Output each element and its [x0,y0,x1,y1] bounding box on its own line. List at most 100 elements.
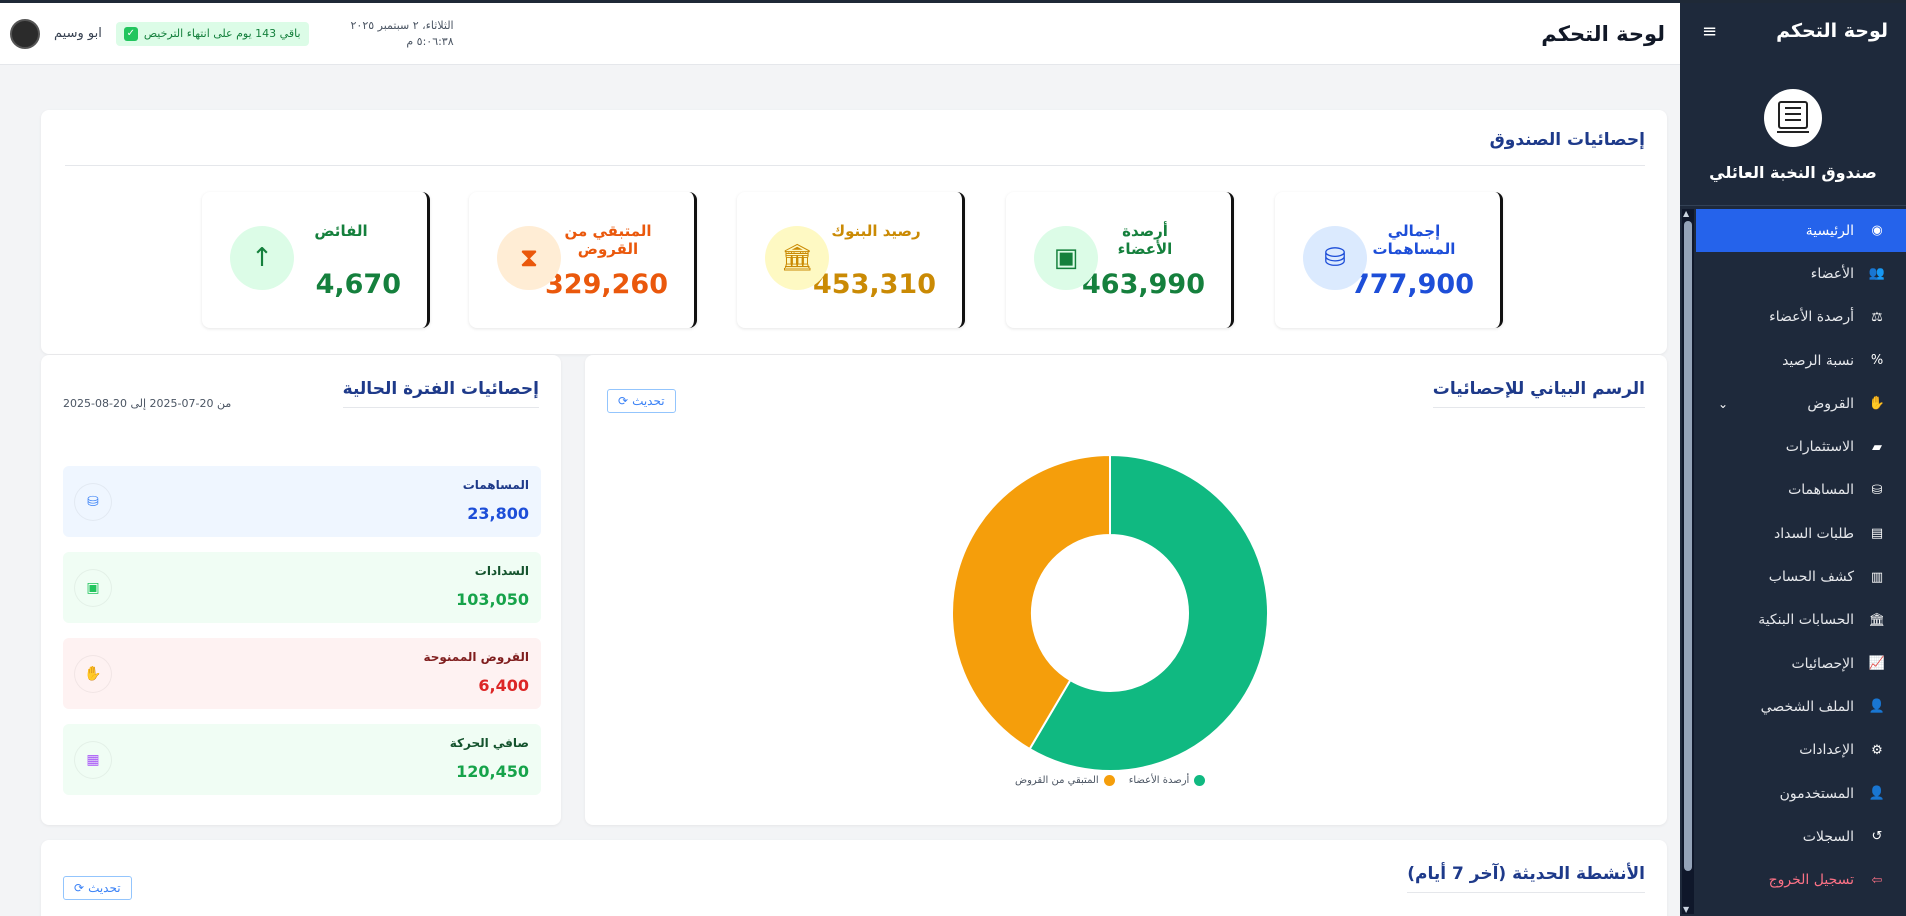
chevron-down-icon[interactable]: ⌄ [1718,396,1729,411]
check-icon: ✓ [123,26,138,41]
fund-brand: صندوق النخبة العائلي [1680,59,1906,206]
activity-refresh-button[interactable]: تحديث ⟳ [63,876,132,900]
period-stat-item: المساهمات 23,800 ⛁ [63,466,541,537]
sidebar-item-label: الإعدادات [1799,742,1854,759]
sidebar-item[interactable]: ▤ طلبات السداد [1696,512,1906,555]
license-text: باقي 143 يوم على انتهاء الترخيص [143,27,301,40]
sidebar-item-label: تسجيل الخروج [1768,872,1854,889]
sidebar-item[interactable]: ⚙ الإعدادات [1696,729,1906,772]
hamburger-menu-icon[interactable]: ≡ [1702,20,1718,42]
history-icon: ↺ [1871,829,1883,845]
sidebar-header: لوحة التحكم ≡ [1680,3,1906,59]
chart-refresh-button[interactable]: تحديث ⟳ [607,389,676,413]
period-stats-card: إحصائيات الفترة الحالية من 20-07-2025 إل… [41,355,561,825]
scroll-up-icon[interactable]: ▲ [1683,209,1690,218]
period-stat-label: السدادات [474,564,529,578]
sidebar-item[interactable]: ✋ القروض ⌄ [1696,382,1906,425]
user-cog-icon: 👤 [1868,786,1886,801]
user-name[interactable]: ابو وسيم [54,26,102,41]
coins-icon: ⛁ [1303,226,1367,290]
sidebar-item[interactable]: 👤 المستخدمون [1696,772,1906,815]
sidebar-item[interactable]: ◉ الرئيسية [1696,209,1906,253]
fund-name: صندوق النخبة العائلي [1709,163,1877,182]
fund-logo [1764,89,1822,147]
stat-card: أرصدة الأعضاء 463,990 ▣ [1006,192,1234,328]
stat-label: رصيد البنوك [831,222,921,240]
sidebar-item[interactable]: ▰ الاستثمارات [1696,425,1906,468]
user-icon: 👤 [1868,699,1886,715]
sidebar-item-label: الإحصائيات [1791,655,1854,672]
sidebar-item[interactable]: ▥ كشف الحساب [1696,555,1906,598]
sidebar-item-label: القروض [1807,395,1854,412]
stat-card: الفائض 4,670 ↑ [202,192,430,328]
chart-legend: أرصدة الأعضاء المتبقي من القروض [1015,775,1206,786]
sidebar-item[interactable]: 👤 الملف الشخصي [1696,685,1906,728]
sidebar-item[interactable]: ⚖ أرصدة الأعضاء [1696,296,1906,339]
wallet-icon: ▣ [1034,226,1098,290]
sidebar-item-label: الملف الشخصي [1760,698,1854,715]
period-stat-label: القروض الممنوحة [423,650,529,664]
sidebar-item[interactable]: 📈 الإحصائيات [1696,642,1906,685]
current-time: ٥:٠٦:٣٨ م [406,34,454,48]
sidebar-item[interactable]: % نسبة الرصيد [1696,339,1906,382]
scale-icon: ⚖ [1871,309,1883,325]
period-stat-value: 103,050 [456,590,529,609]
license-badge: باقي 143 يوم على انتهاء الترخيص ✓ [115,21,309,46]
legend-label: المتبقي من القروض [1015,775,1099,786]
scroll-down-icon[interactable]: ▼ [1683,905,1690,914]
bank-icon: 🏛 [765,226,829,290]
pie-slice-1[interactable] [951,453,1111,751]
stat-card: إجمالي المساهمات 777,900 ⛁ [1275,192,1503,328]
sidebar-scrollbar[interactable]: ▲ ▼ [1682,209,1694,914]
stat-value: 4,670 [315,269,401,300]
sidebar-item[interactable]: ⛁ المساهمات [1696,469,1906,512]
pie-slice-0[interactable] [1028,453,1269,772]
scrollbar-thumb[interactable] [1684,221,1692,871]
hand-holding-icon: ✋ [1868,396,1886,412]
gear-icon: ⚙ [1871,742,1883,758]
coins-icon: ⛁ [1871,482,1883,498]
sidebar-item-label: السجلات [1802,828,1854,845]
refresh-icon: ⟳ [74,881,85,895]
period-stats-title: إحصائيات الفترة الحالية [342,379,539,408]
stat-value: 453,310 [813,269,936,300]
current-datetime: الثلاثاء، ٢ سبتمبر ٢٠٢٥ ٥:٠٦:٣٨ م [351,18,454,50]
hourglass-icon: ⧗ [497,226,561,290]
sidebar-title: لوحة التحكم [1776,20,1888,42]
period-stat-value: 120,450 [456,762,529,781]
stat-card: رصيد البنوك 453,310 🏛 [737,192,965,328]
donut-chart [951,453,1269,772]
legend-item[interactable]: المتبقي من القروض [1015,775,1115,786]
sidebar-item-label: المستخدمون [1779,785,1854,802]
page-title: لوحة التحكم [1541,21,1665,46]
statistics-chart-card: الرسم البياني للإحصائيات تحديث ⟳ أرصدة ا… [585,355,1667,825]
sidebar-item[interactable]: ⇦ تسجيل الخروج [1696,858,1906,901]
sidebar-item-label: نسبة الرصيد [1782,352,1854,369]
avatar[interactable] [10,18,40,49]
sidebar: لوحة التحكم ≡ صندوق النخبة العائلي ◉ الرئ… [1680,3,1906,916]
period-stat-item: القروض الممنوحة 6,400 ✋ [63,638,541,709]
top-header: لوحة التحكم الثلاثاء، ٢ سبتمبر ٢٠٢٥ ٥:٠٦… [0,3,1680,65]
legend-swatch [1103,775,1115,786]
sidebar-item-label: الاستثمارات [1785,439,1854,456]
sidebar-item[interactable]: ↺ السجلات [1696,815,1906,858]
sidebar-item-label: كشف الحساب [1768,569,1854,586]
sidebar-item[interactable]: 🏛 الحسابات البنكية [1696,599,1906,642]
users-icon: 👥 [1868,266,1886,282]
stat-card: المتبقي من القروض 329,260 ⧗ [469,192,697,328]
coins-icon: ⛁ [75,484,111,520]
logout-icon: ⇦ [1871,872,1883,888]
header-info: الثلاثاء، ٢ سبتمبر ٢٠٢٥ ٥:٠٦:٣٨ م باقي 1… [10,18,460,50]
sidebar-item[interactable]: 👥 الأعضاء [1696,252,1906,295]
sidebar-menu: ◉ الرئيسية 👥 الأعضاء ⚖ أرصدة الأعضاء% نسبة الر… [1696,209,1906,902]
sidebar-item-label: المساهمات [1788,482,1854,499]
legend-item[interactable]: أرصدة الأعضاء [1129,775,1206,786]
stat-value: 463,990 [1082,269,1205,300]
arrow-up-icon: ↑ [230,226,294,290]
bank-icon: 🏛 [1868,612,1886,628]
refresh-label: تحديث [632,394,665,408]
money-bill-icon: ▣ [75,570,111,606]
legend-label: أرصدة الأعضاء [1128,775,1190,786]
period-stat-value: 6,400 [478,676,529,695]
period-stat-value: 23,800 [467,504,529,523]
